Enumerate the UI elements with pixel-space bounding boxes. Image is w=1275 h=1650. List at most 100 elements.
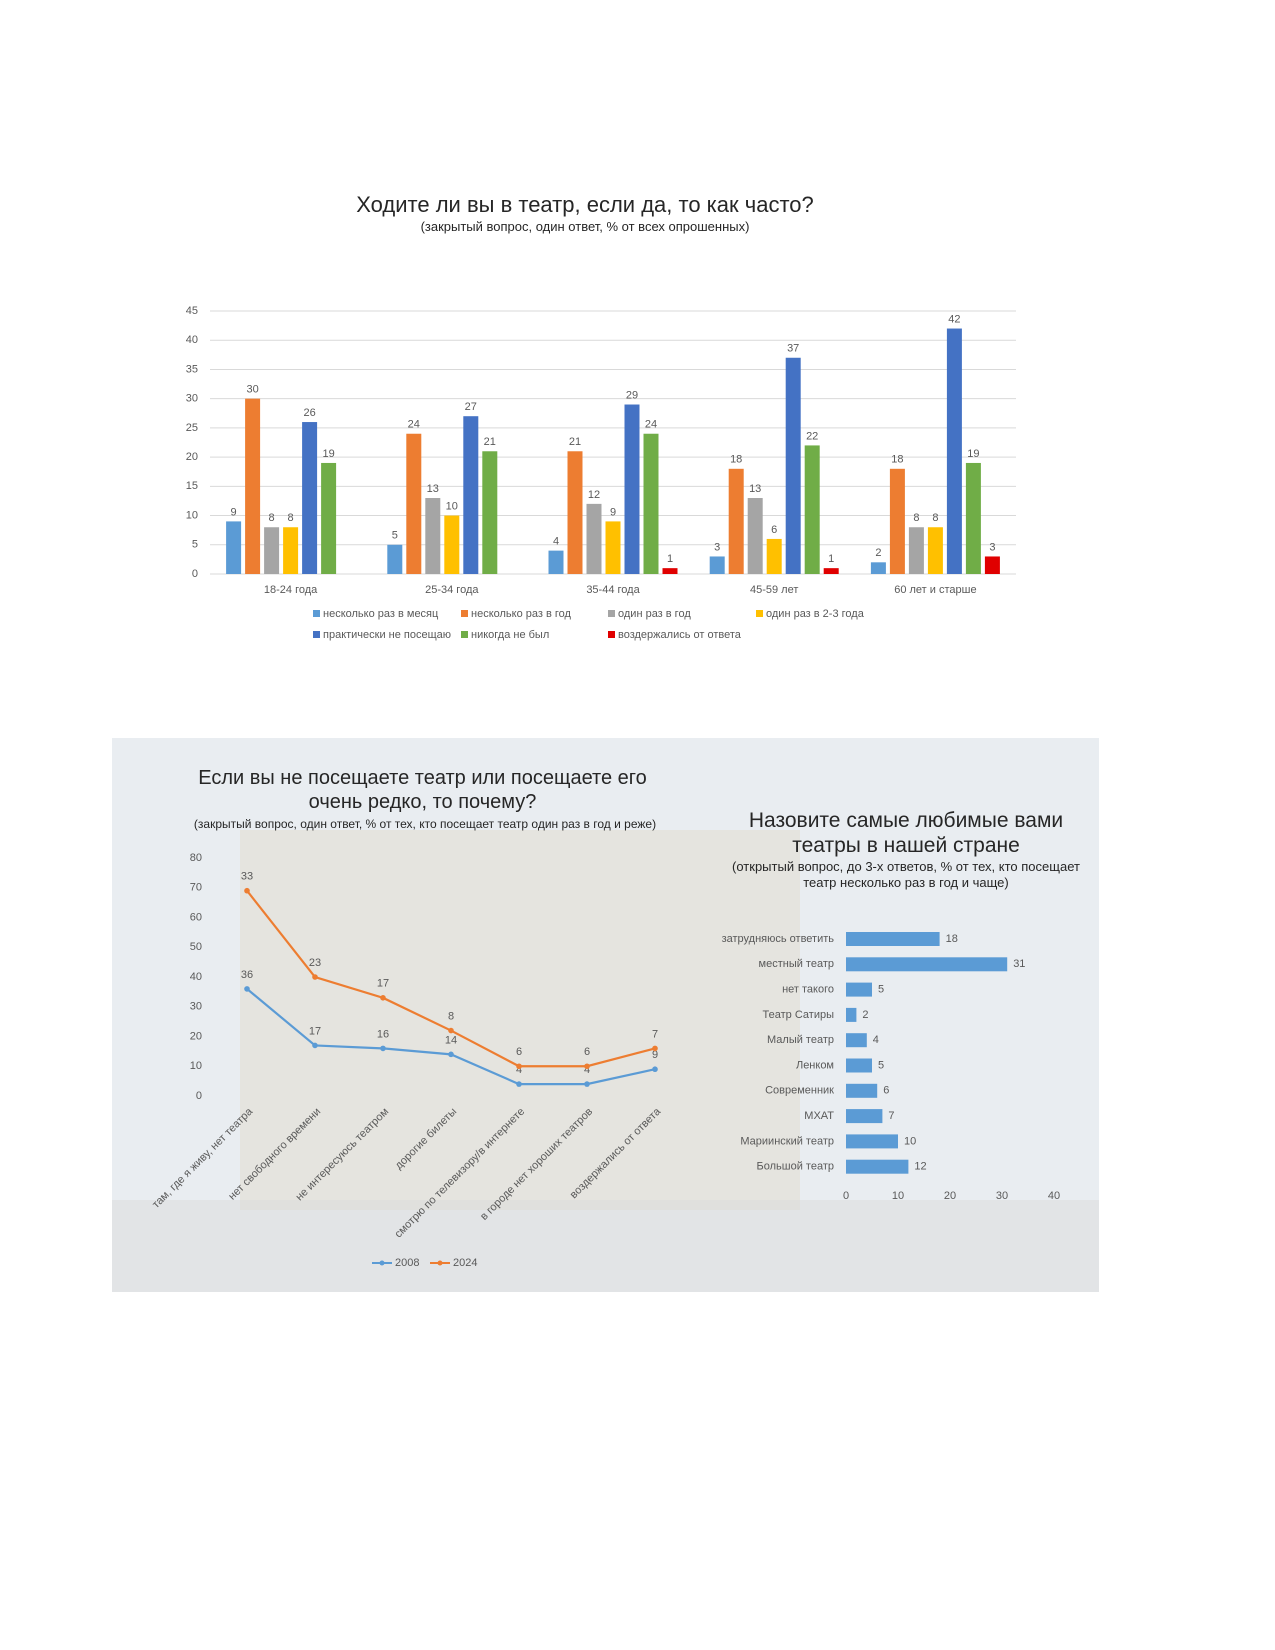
data-label: 4	[873, 1034, 879, 1046]
y-tick-label: Современник	[765, 1085, 834, 1097]
legend-swatch	[756, 610, 763, 617]
marker	[312, 1042, 318, 1049]
marker	[244, 887, 250, 894]
data-label: 18	[730, 454, 742, 466]
data-label: 4	[584, 1064, 590, 1076]
data-label: 29	[626, 389, 638, 401]
x-tick-label: 35-44 года	[586, 584, 640, 596]
marker	[380, 1045, 386, 1052]
y-tick-label: 0	[196, 1090, 202, 1102]
data-label: 3	[714, 541, 720, 553]
chart-title: Ходите ли вы в театр, если да, то как ча…	[356, 192, 814, 217]
marker	[516, 1063, 522, 1070]
data-label: 7	[652, 1028, 658, 1040]
y-tick-label: 30	[186, 393, 198, 405]
x-tick-label: 30	[996, 1190, 1008, 1202]
data-label: 5	[392, 530, 398, 542]
data-label: 5	[878, 1059, 884, 1071]
data-label: 13	[749, 483, 761, 495]
bar	[846, 1109, 883, 1124]
y-tick-label: Мариинский театр	[740, 1135, 834, 1147]
bar	[245, 398, 261, 574]
data-label: 16	[377, 1028, 389, 1040]
legend-label: воздержались от ответа	[618, 629, 742, 641]
y-tick-label: 40	[186, 334, 198, 346]
data-label: 17	[309, 1025, 321, 1037]
bar	[946, 328, 962, 574]
chart-subtitle: (открытый вопрос, до 3-х ответов, % от т…	[732, 859, 1080, 890]
x-tick-label: 40	[1048, 1190, 1060, 1202]
data-label: 6	[516, 1046, 522, 1058]
y-tick-label: нет такого	[782, 984, 834, 996]
data-label: 36	[241, 969, 253, 981]
data-label: 27	[465, 401, 477, 413]
data-label: 37	[787, 343, 799, 355]
legend-label: никогда не был	[471, 629, 549, 641]
data-label: 24	[645, 419, 657, 431]
data-label: 8	[932, 512, 938, 524]
y-tick-label: Ленком	[796, 1059, 834, 1071]
y-tick-label: затрудняюсь ответить	[722, 933, 835, 945]
marker	[448, 1027, 454, 1034]
legend-label: практически не посещаю	[323, 629, 451, 641]
bar	[846, 1083, 878, 1098]
bar	[463, 416, 479, 574]
data-label: 6	[883, 1085, 889, 1097]
marker	[244, 986, 250, 992]
bar	[226, 521, 242, 574]
data-label: 12	[588, 489, 600, 501]
building-shape	[240, 830, 800, 1210]
marker	[584, 1063, 590, 1070]
chart-title: Если вы не посещаете театр или посещаете…	[198, 767, 647, 813]
data-label: 23	[309, 957, 321, 969]
data-label: 7	[888, 1110, 894, 1122]
data-label: 9	[610, 506, 616, 518]
y-tick-label: 70	[190, 882, 202, 894]
bar	[846, 982, 872, 997]
y-tick-label: 25	[186, 422, 198, 434]
y-tick-label: 0	[192, 568, 198, 580]
legend-label: один раз в год	[618, 608, 691, 620]
data-label: 12	[914, 1161, 926, 1173]
data-label: 8	[288, 512, 294, 524]
y-tick-label: 5	[192, 539, 198, 551]
data-label: 5	[878, 984, 884, 996]
x-tick-label: 18-24 года	[264, 584, 318, 596]
data-label: 21	[484, 436, 496, 448]
y-tick-label: 45	[186, 305, 198, 317]
bar	[984, 556, 1000, 574]
marker	[448, 1051, 454, 1058]
bar	[624, 404, 640, 574]
marker	[380, 995, 386, 1001]
bar	[444, 515, 460, 574]
data-label: 10	[446, 500, 458, 512]
marker	[584, 1081, 590, 1087]
data-label: 3	[989, 541, 995, 553]
chart-title: Назовите самые любимые вами театры в наш…	[748, 809, 1064, 858]
marker	[312, 974, 318, 980]
bar	[870, 562, 886, 574]
data-label: 30	[246, 384, 258, 396]
x-tick-label: 0	[843, 1190, 849, 1202]
bar	[662, 568, 678, 574]
bar	[425, 498, 441, 574]
y-tick-label: 20	[190, 1030, 202, 1042]
x-tick-label: 60 лет и старше	[894, 584, 976, 596]
x-tick-label: 45-59 лет	[750, 584, 798, 596]
chart-subtitle: (закрытый вопрос, один ответ, % от тех, …	[193, 817, 657, 831]
bar	[965, 462, 981, 574]
data-label: 33	[241, 871, 253, 883]
y-tick-label: 30	[190, 1001, 202, 1013]
legend-label: 2008	[395, 1257, 419, 1269]
data-label: 17	[377, 978, 389, 990]
data-label: 13	[427, 483, 439, 495]
data-label: 1	[667, 553, 673, 565]
bar	[846, 1033, 867, 1048]
legend-marker	[437, 1260, 443, 1266]
data-label: 24	[408, 419, 420, 431]
bar	[846, 1134, 898, 1149]
data-label: 8	[913, 512, 919, 524]
bar	[321, 462, 337, 574]
bar	[846, 1007, 857, 1022]
data-label: 42	[948, 313, 960, 325]
